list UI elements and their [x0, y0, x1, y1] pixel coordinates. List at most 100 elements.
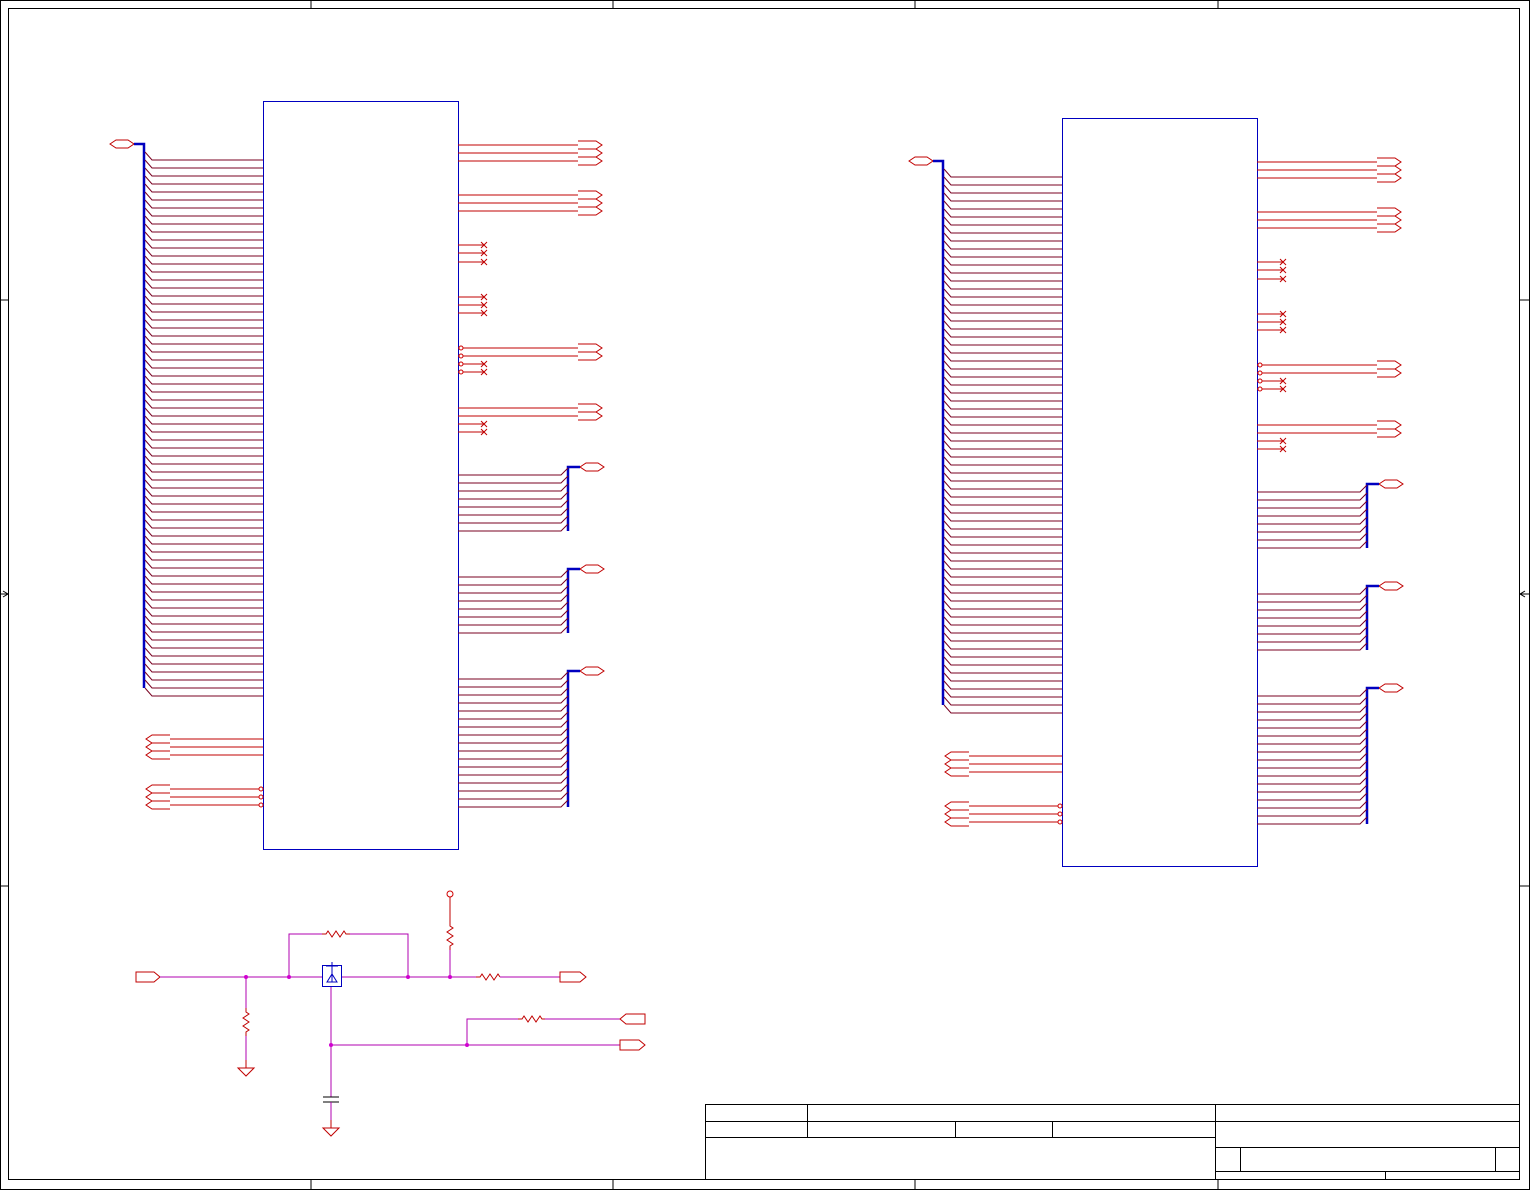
bus-entry: [144, 679, 263, 689]
bus-entry: [458, 523, 569, 532]
bus-entry: [458, 799, 569, 808]
bus-entry: [1257, 532, 1368, 541]
pin-bubble: [1057, 811, 1063, 817]
power-pin: [446, 890, 454, 898]
bus-entry: [943, 584, 1062, 594]
bus-entry: [943, 656, 1062, 666]
port-connector: [578, 403, 603, 413]
bus-entry: [144, 431, 263, 441]
bus-entry: [144, 559, 263, 569]
ic-body: [263, 101, 459, 850]
port-connector: [944, 751, 969, 761]
output-port: [559, 971, 587, 983]
bus-entry: [144, 535, 263, 545]
port-connector: [578, 206, 603, 216]
bus-entry: [458, 751, 569, 760]
bus-entry: [943, 688, 1062, 698]
bus-entry: [144, 503, 263, 513]
bus-entry: [458, 515, 569, 524]
junction: [465, 1043, 469, 1047]
bus-port: [1378, 683, 1404, 693]
bus-entry: [943, 528, 1062, 538]
bus-entry: [943, 456, 1062, 466]
capacitor: [323, 1096, 339, 1103]
bus-entry: [943, 424, 1062, 434]
bus-entry: [1257, 610, 1368, 619]
input-port: [135, 971, 161, 983]
bus: [1365, 584, 1379, 650]
bus-entry: [943, 384, 1062, 394]
bus-entry: [144, 527, 263, 537]
bus-entry: [1257, 524, 1368, 533]
bus-entry: [943, 360, 1062, 370]
junction: [287, 975, 291, 979]
port-connector: [145, 742, 170, 752]
port-connector: [1377, 207, 1402, 217]
bus-entry: [144, 359, 263, 369]
ic-block: [908, 118, 1404, 867]
pin-bubble: [1257, 386, 1263, 392]
bus-entry: [144, 623, 263, 633]
port-connector: [578, 411, 603, 421]
bus-entry: [144, 407, 263, 417]
bus-entry: [943, 400, 1062, 410]
port-connector: [578, 148, 603, 158]
bus-entry: [943, 680, 1062, 690]
zone-arrow: [1519, 590, 1530, 598]
ground: [321, 1120, 341, 1137]
bus-entry: [144, 255, 263, 265]
port-connector: [145, 792, 170, 802]
bus-entry: [144, 239, 263, 249]
bus-entry: [458, 759, 569, 768]
bus-entry: [458, 507, 569, 516]
resistor: [476, 973, 501, 981]
bus-entry: [144, 423, 263, 433]
bus-entry: [1257, 784, 1368, 793]
bus-entry: [943, 632, 1062, 642]
bus-entry: [943, 312, 1062, 322]
pin-bubble: [258, 802, 264, 808]
bus-entry: [458, 695, 569, 704]
bus-entry: [943, 464, 1062, 474]
pin-bubble: [1257, 362, 1263, 368]
port-connector: [1377, 215, 1402, 225]
no-connect: [480, 249, 488, 257]
bus-entry: [144, 599, 263, 609]
bus-entry: [1257, 736, 1368, 745]
bus: [566, 669, 580, 807]
pin-bubble: [458, 369, 464, 375]
no-connect: [480, 258, 488, 266]
bus-entry: [943, 376, 1062, 386]
bus-entry: [458, 783, 569, 792]
bus-entry: [144, 615, 263, 625]
bus-entry: [943, 216, 1062, 226]
pin-bubble: [1257, 370, 1263, 376]
bus-entry: [943, 168, 1062, 178]
resistor: [446, 922, 454, 950]
bus-port: [1378, 479, 1404, 489]
bus-entry: [1257, 492, 1368, 501]
bus-entry: [458, 585, 569, 594]
bus-entry: [458, 467, 569, 476]
no-connect: [1279, 445, 1287, 453]
bus-entry: [144, 487, 263, 497]
bus-entry: [943, 672, 1062, 682]
port-connector: [1377, 360, 1402, 370]
bus-port: [109, 139, 135, 149]
bus-entry: [943, 192, 1062, 202]
bus-entry: [144, 375, 263, 385]
pin-bubble: [1257, 378, 1263, 384]
port-connector: [578, 351, 603, 361]
bus-port: [579, 666, 605, 676]
port-connector: [944, 801, 969, 811]
no-connect: [480, 360, 488, 368]
bus-entry: [943, 248, 1062, 258]
bus-entry: [144, 543, 263, 553]
bus-entry: [1257, 508, 1368, 517]
bus-entry: [943, 488, 1062, 498]
bus-entry: [458, 499, 569, 508]
bus-entry: [943, 576, 1062, 586]
pin-bubble: [1057, 803, 1063, 809]
bus-entry: [458, 601, 569, 610]
